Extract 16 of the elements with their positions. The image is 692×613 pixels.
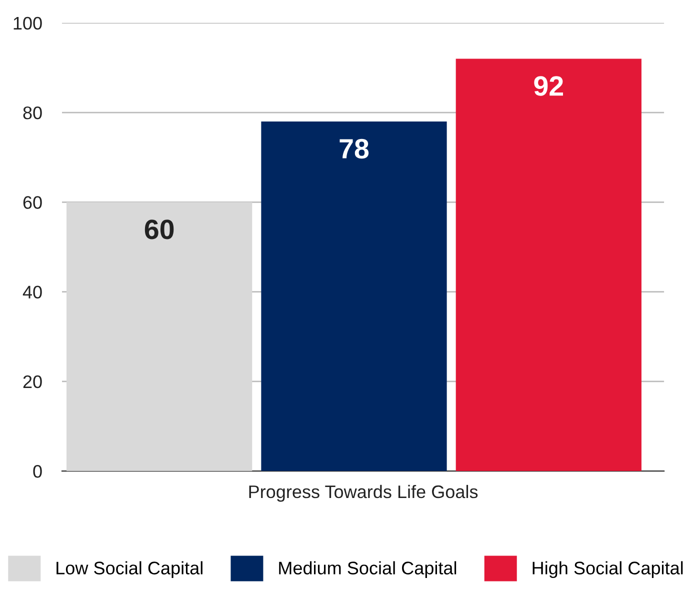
y-tick-label: 100 — [14, 16, 42, 30]
legend-label: High Social Capital — [532, 561, 683, 578]
data-label: 78 — [340, 138, 369, 159]
y-tick-label: 20 — [23, 375, 42, 388]
bar — [261, 122, 447, 472]
data-label: 92 — [534, 76, 563, 96]
bar — [66, 202, 252, 472]
y-tick-label: 0 — [33, 464, 42, 478]
legend-label: Medium Social Capital — [279, 561, 456, 578]
bar — [456, 58, 642, 472]
y-tick-label: 40 — [22, 286, 42, 299]
y-tick-label: 60 — [23, 196, 42, 209]
x-tick-label: Progress Towards Life Goals — [249, 484, 478, 502]
data-label: 60 — [144, 220, 174, 240]
y-tick-label: 80 — [23, 106, 42, 120]
legend-label: Low Social Capital — [56, 561, 202, 578]
